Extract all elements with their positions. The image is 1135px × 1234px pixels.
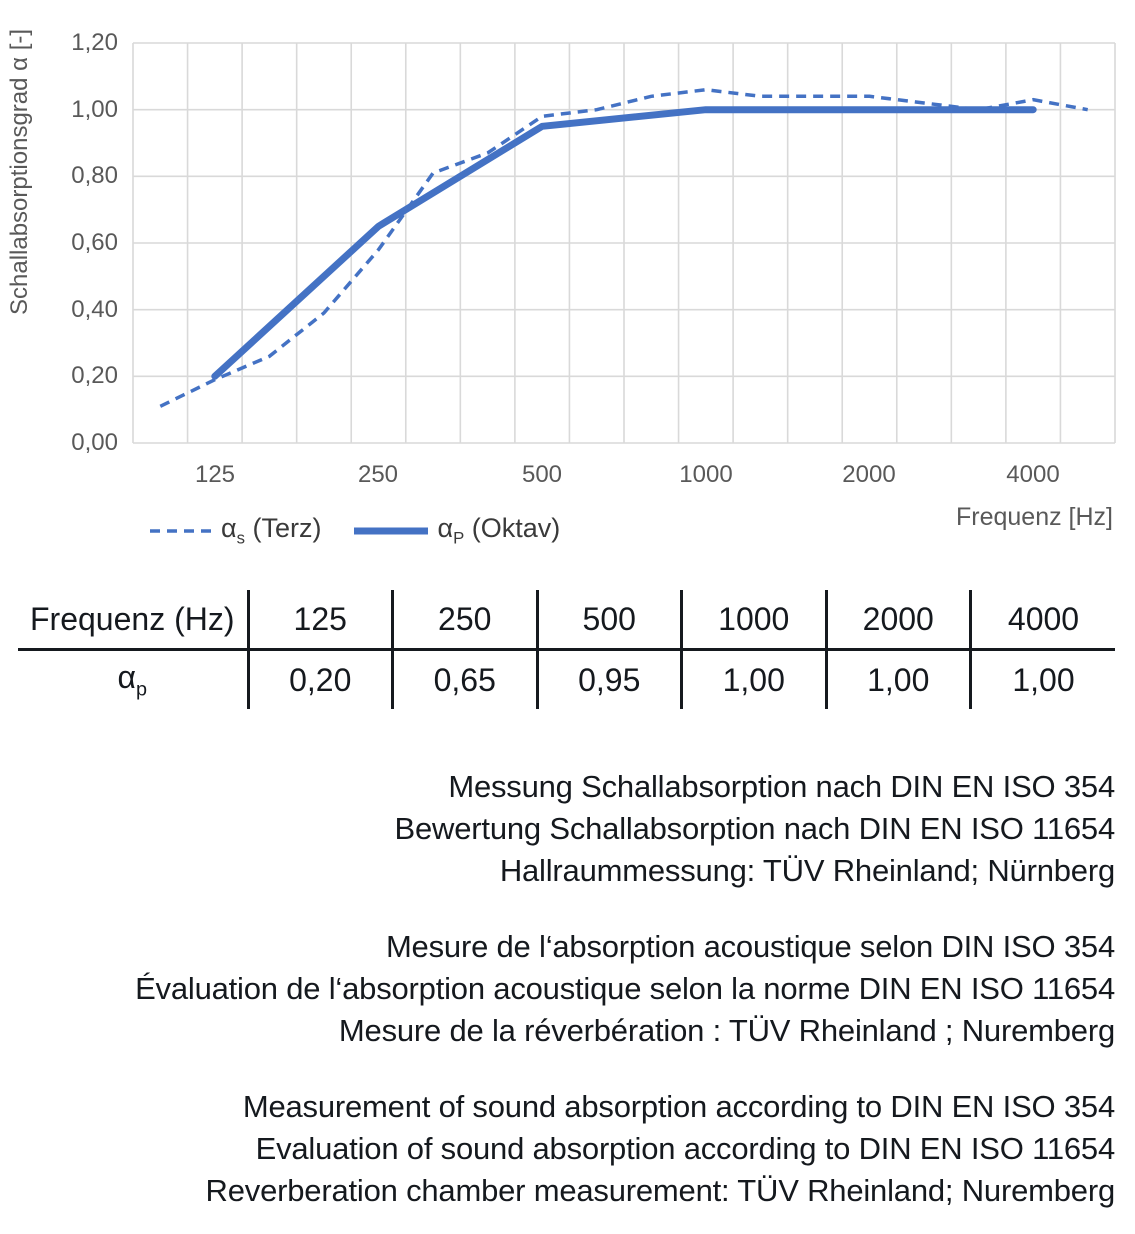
- table-cell: 4000: [969, 590, 1115, 651]
- x-tick-label: 4000: [1006, 461, 1060, 488]
- table-cell: 0,20: [246, 649, 393, 709]
- table-cell: 2000: [824, 590, 971, 651]
- table-row-alpha-p: αp 0,20 0,65 0,95 1,00 1,00 1,00: [18, 649, 1115, 709]
- table-cell: 125: [246, 590, 393, 651]
- plot-area: [132, 42, 1116, 444]
- y-tick-label: 0,40: [71, 296, 118, 323]
- note-line: Measurement of sound absorption accordin…: [242, 1089, 1115, 1124]
- note-line: Evaluation of sound absorption according…: [255, 1131, 1116, 1166]
- y-tick-label: 0,00: [71, 429, 118, 456]
- note-line: Hallraummessung: TÜV Rheinland; Nürnberg: [499, 853, 1115, 888]
- note-line: Mesure de l‘absorption acoustique selon …: [385, 929, 1115, 964]
- legend-label-terz: αs (Terz): [221, 513, 322, 548]
- note-line: Messung Schallabsorption nach DIN EN ISO…: [448, 769, 1115, 804]
- note-french: Mesure de l‘absorption acoustique selon …: [0, 926, 1115, 1052]
- y-tick-label: 0,80: [71, 162, 118, 189]
- x-tick-label: 2000: [842, 461, 896, 488]
- table-row-frequencies: Frequenz (Hz) 125 250 500 1000 2000 4000: [18, 590, 1115, 651]
- y-tick-label: 0,20: [71, 362, 118, 389]
- chart-legend: αs (Terz) αP (Oktav): [150, 513, 560, 549]
- note-german: Messung Schallabsorption nach DIN EN ISO…: [0, 766, 1116, 892]
- table-cell: 500: [535, 590, 682, 651]
- note-line: Reverberation chamber measurement: TÜV R…: [205, 1173, 1116, 1208]
- data-series: [159, 87, 1089, 408]
- table-row-label: αp: [117, 658, 148, 701]
- table-cell: 0,95: [535, 649, 682, 709]
- x-tick-label: 500: [521, 461, 563, 488]
- x-tick-label: 125: [194, 461, 236, 488]
- table-header-label: Frequenz (Hz): [18, 590, 248, 651]
- y-tick-label: 1,20: [71, 29, 118, 56]
- table-cell: 1,00: [969, 649, 1115, 709]
- table-cell: 1,00: [680, 649, 826, 709]
- dashed-line-sample-icon: [150, 529, 212, 533]
- y-tick-label: 1,00: [71, 96, 118, 123]
- solid-line-sample-icon: [354, 527, 429, 535]
- x-tick-label: 250: [357, 461, 399, 488]
- note-line: Mesure de la réverbération : TÜV Rheinla…: [338, 1013, 1115, 1048]
- legend-label-oktav: αP (Oktav): [437, 513, 561, 548]
- note-line: Évaluation de l‘absorption acoustique se…: [135, 971, 1115, 1006]
- note-line: Bewertung Schallabsorption nach DIN EN I…: [394, 811, 1116, 846]
- chart-canvas: [132, 42, 1116, 444]
- table-cell: 0,65: [391, 649, 537, 709]
- x-axis-title: Frequenz [Hz]: [955, 503, 1113, 531]
- absorption-table: Frequenz (Hz) 125 250 500 1000 2000 4000…: [18, 590, 1115, 709]
- table-cell: 1,00: [824, 649, 971, 709]
- absorption-chart: Schallabsorptionsgrad α [-] 1,20 1,00 0,…: [0, 0, 1135, 560]
- table-cell: 1000: [680, 590, 826, 651]
- gridlines: [132, 42, 1116, 444]
- y-tick-label: 0,60: [71, 229, 118, 256]
- note-english: Measurement of sound absorption accordin…: [0, 1086, 1116, 1212]
- table-cell: 250: [391, 590, 537, 651]
- x-tick-label: 1000: [679, 461, 733, 488]
